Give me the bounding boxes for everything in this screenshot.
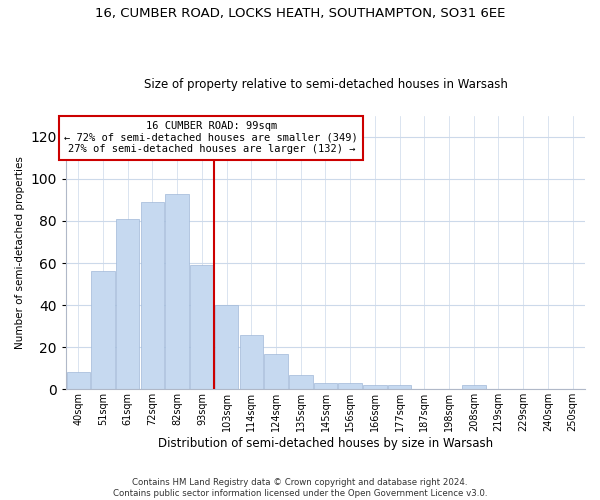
Text: 16 CUMBER ROAD: 99sqm
← 72% of semi-detached houses are smaller (349)
27% of sem: 16 CUMBER ROAD: 99sqm ← 72% of semi-deta… — [64, 121, 358, 154]
Bar — [91, 272, 115, 390]
Bar — [166, 194, 189, 390]
X-axis label: Distribution of semi-detached houses by size in Warsash: Distribution of semi-detached houses by … — [158, 437, 493, 450]
Bar — [67, 372, 90, 390]
Bar — [314, 383, 337, 390]
Y-axis label: Number of semi-detached properties: Number of semi-detached properties — [15, 156, 25, 349]
Bar — [116, 219, 139, 390]
Bar — [190, 265, 214, 390]
Bar — [363, 385, 386, 390]
Bar — [462, 385, 485, 390]
Bar — [338, 383, 362, 390]
Bar — [388, 385, 412, 390]
Bar — [265, 354, 288, 390]
Bar — [289, 374, 313, 390]
Title: Size of property relative to semi-detached houses in Warsash: Size of property relative to semi-detach… — [143, 78, 508, 91]
Bar — [239, 334, 263, 390]
Text: 16, CUMBER ROAD, LOCKS HEATH, SOUTHAMPTON, SO31 6EE: 16, CUMBER ROAD, LOCKS HEATH, SOUTHAMPTO… — [95, 8, 505, 20]
Bar — [141, 202, 164, 390]
Bar — [215, 305, 238, 390]
Text: Contains HM Land Registry data © Crown copyright and database right 2024.
Contai: Contains HM Land Registry data © Crown c… — [113, 478, 487, 498]
